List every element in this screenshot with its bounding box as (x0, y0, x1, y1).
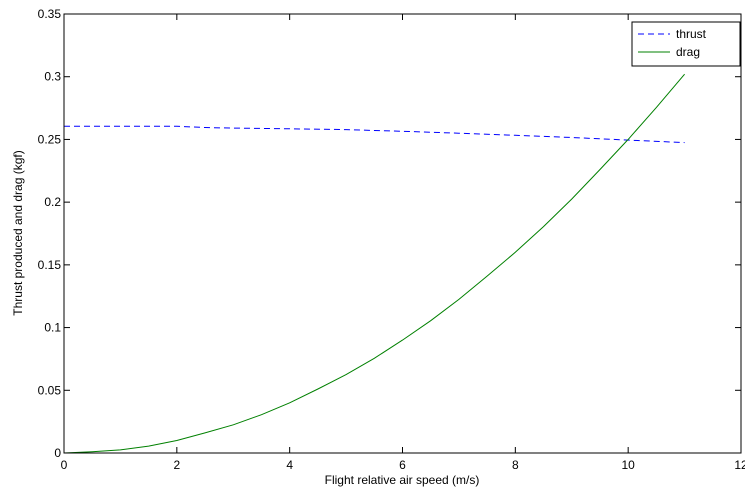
y-tick-label: 0.25 (38, 132, 62, 146)
x-axis-label: Flight relative air speed (m/s) (325, 473, 480, 487)
y-tick-label: 0.15 (38, 258, 62, 272)
plot-area (64, 14, 741, 453)
x-tick-label: 4 (286, 458, 293, 472)
x-tick-label: 12 (734, 458, 745, 472)
y-tick-label: 0.2 (44, 195, 61, 209)
y-tick-label: 0 (54, 446, 61, 460)
y-tick-label: 0.05 (38, 383, 62, 397)
y-tick-label: 0.3 (44, 70, 61, 84)
legend-box (631, 21, 741, 67)
x-tick-label: 0 (61, 458, 68, 472)
series-line-drag (63, 73, 685, 454)
y-axis-label: Thrust produced and drag (kgf) (11, 150, 25, 315)
x-tick-label: 2 (173, 458, 180, 472)
x-tick-label: 6 (399, 458, 406, 472)
legend-label-thrust: thrust (676, 27, 707, 41)
y-tick-label: 0.1 (44, 321, 61, 335)
series-line-thrust (64, 125, 685, 144)
x-tick-label: 10 (621, 458, 635, 472)
legend-label-drag: drag (676, 45, 700, 59)
series-layer (63, 73, 685, 454)
x-tick-label: 8 (512, 458, 519, 472)
y-tick-label: 0.35 (38, 7, 62, 21)
tick-layer: 0 2 4 6 8 10 12 0 0.05 0.1 0.15 0.2 0.25 0.3 0.35 (38, 7, 745, 472)
legend: thrust drag (631, 21, 741, 67)
